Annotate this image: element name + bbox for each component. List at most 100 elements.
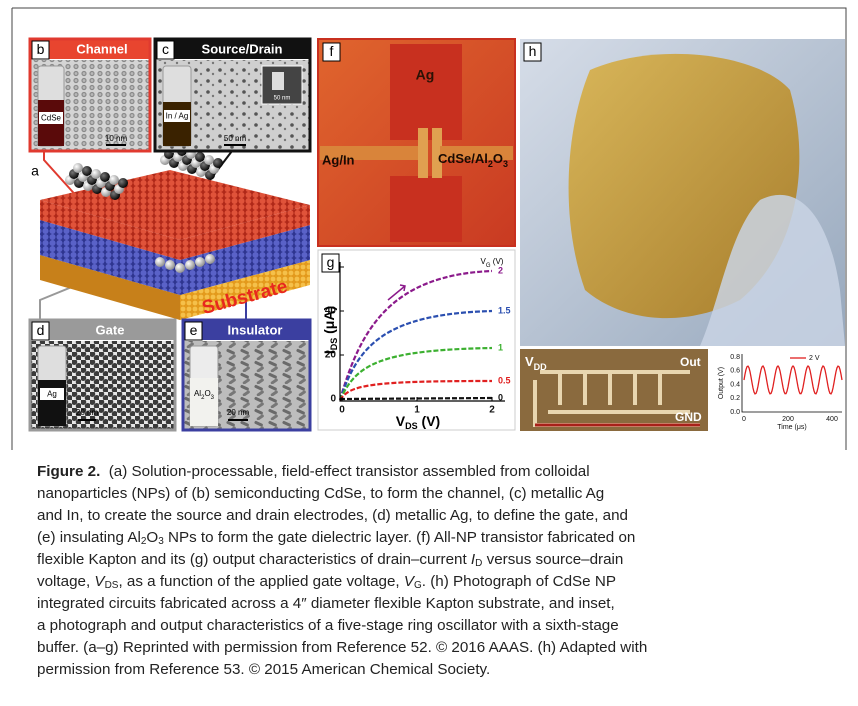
x-tick-label: 2 <box>489 405 495 416</box>
scale-label: 20 nm <box>76 408 99 417</box>
caption-line: voltage, VDS, as a function of the appli… <box>37 571 647 593</box>
caption-line: a photograph and output characteristics … <box>37 615 647 637</box>
vial-label: CdSe <box>41 114 62 123</box>
caption-text: flexible Kapton and its (g) output chara… <box>37 551 471 568</box>
inset-x-label: Time (μs) <box>777 424 806 431</box>
caption-text: and In, to create the source and drain e… <box>37 507 628 524</box>
sphere <box>73 163 83 173</box>
panel-label: a <box>31 163 39 179</box>
panel-label: f <box>330 43 334 59</box>
x-tick-label: 0 <box>742 416 746 423</box>
panel-b: CdSe 10 nm Channel b <box>30 39 150 151</box>
caption-text: buffer. (a–g) Reprinted with permission … <box>37 639 647 656</box>
plot-area <box>318 250 515 430</box>
panel-g: 020406001221.510.50 IDS (μA) VDS (V) VG … <box>318 250 515 431</box>
panel-title: Gate <box>96 322 125 337</box>
caption: Figure 2. (a) Solution-processable, fiel… <box>37 461 647 681</box>
y-tick-label: 0.0 <box>730 409 740 416</box>
region-label: Ag/In <box>322 152 355 167</box>
caption-text: nanoparticles (NPs) of (b) semiconductin… <box>37 485 604 502</box>
subscript: G <box>414 580 422 591</box>
panel-title: Insulator <box>228 322 283 337</box>
caption-text: O <box>146 529 158 546</box>
panel-d: Ag 20 nm Gate d <box>30 320 175 430</box>
circuit-label: Out <box>680 355 701 369</box>
region-label: Ag <box>416 67 435 83</box>
caption-line: (e) insulating Al2O3 NPs to form the gat… <box>37 527 647 549</box>
x-tick-label: 200 <box>782 416 794 423</box>
y-tick-label: 0 <box>330 394 336 405</box>
y-tick-label: 0.2 <box>730 395 740 402</box>
inset-shape <box>272 72 284 90</box>
sphere <box>204 155 214 165</box>
pad <box>390 44 462 140</box>
scale-label: 20 nm <box>227 408 250 417</box>
symbol: V <box>404 573 414 590</box>
sphere <box>195 152 205 162</box>
panel-label: d <box>37 322 45 338</box>
x-tick-label: 400 <box>826 416 838 423</box>
y-tick-label: 0.8 <box>730 354 740 361</box>
panel-label: g <box>327 254 335 270</box>
sphere <box>213 158 223 168</box>
inset-y-label: Output (V) <box>718 367 725 399</box>
sphere <box>100 172 110 182</box>
page: {"figure": {"panels": { "a": {"label": "… <box>0 0 858 706</box>
caption-text: NPs to form the gate dielectric layer. (… <box>164 529 636 546</box>
vial-liquid <box>190 378 218 426</box>
panel-label: b <box>37 41 45 57</box>
caption-text: permission from Reference 53. © 2015 Ame… <box>37 661 490 678</box>
sphere <box>109 175 119 185</box>
x-axis-label: VDS (V) <box>396 413 440 432</box>
panel-label: h <box>529 43 537 59</box>
caption-text: voltage, <box>37 573 94 590</box>
scale-label: 50 nm <box>224 134 247 143</box>
x-tick-label: 0 <box>339 405 345 416</box>
sphere <box>118 178 128 188</box>
circuit-label: GND <box>675 410 702 424</box>
inset-scale: 50 nm <box>274 96 291 102</box>
legend-label: 0.5 <box>498 375 511 385</box>
legend-label: 1.5 <box>498 305 511 315</box>
vial-liquid <box>38 380 66 426</box>
symbol: V <box>94 573 104 590</box>
caption-line: nanoparticles (NPs) of (b) semiconductin… <box>37 483 647 505</box>
caption-line: flexible Kapton and its (g) output chara… <box>37 549 647 571</box>
pad <box>390 176 462 242</box>
legend-label: 1 <box>498 342 503 352</box>
caption-text: . (h) Photograph of CdSe NP <box>422 573 616 590</box>
caption-text: versus source–drain <box>482 551 623 568</box>
y-tick-label: 0.4 <box>730 381 740 388</box>
caption-text: , as a function of the applied gate volt… <box>118 573 403 590</box>
figure: a Substrate CdSe 10 nm Channel b In / Ag… <box>0 0 858 450</box>
y-tick-label: 0.6 <box>730 368 740 375</box>
panel-title: Source/Drain <box>202 41 283 56</box>
vial-liquid <box>163 102 191 146</box>
caption-text: (a) Solution-processable, field-effect t… <box>100 463 589 480</box>
panel-title: Channel <box>76 41 127 56</box>
caption-line: buffer. (a–g) Reprinted with permission … <box>37 637 647 659</box>
vial-label: In / Ag <box>166 112 189 121</box>
panel-label: c <box>162 41 169 57</box>
sphere <box>91 169 101 179</box>
caption-line: permission from Reference 53. © 2015 Ame… <box>37 659 647 681</box>
caption-text: integrated circuits fabricated across a … <box>37 595 615 612</box>
sphere <box>82 166 92 176</box>
electrode <box>418 128 428 178</box>
caption-line: Figure 2. (a) Solution-processable, fiel… <box>37 461 647 483</box>
panel-label: e <box>190 322 198 338</box>
subscript: DS <box>105 580 119 591</box>
caption-line: and In, to create the source and drain e… <box>37 505 647 527</box>
panel-c: In / Ag 50 nm 50 nm Source/Drain c <box>155 39 310 151</box>
panel-a: a Substrate <box>31 143 310 320</box>
legend-label: 2 <box>498 265 503 275</box>
panel-e: Al2O3 20 nm Insulator e <box>183 320 310 430</box>
caption-text: a photograph and output characteristics … <box>37 617 619 634</box>
caption-text: (e) insulating Al <box>37 529 141 546</box>
inset-chart <box>710 349 845 431</box>
panel-h: h VDD Out GND 0.00.20.40.60.80200400 2 V… <box>520 39 845 431</box>
scale-label: 10 nm <box>105 134 128 143</box>
figure-number: Figure 2. <box>37 463 100 480</box>
legend-label: 0 <box>498 392 503 402</box>
caption-line: integrated circuits fabricated across a … <box>37 593 647 615</box>
